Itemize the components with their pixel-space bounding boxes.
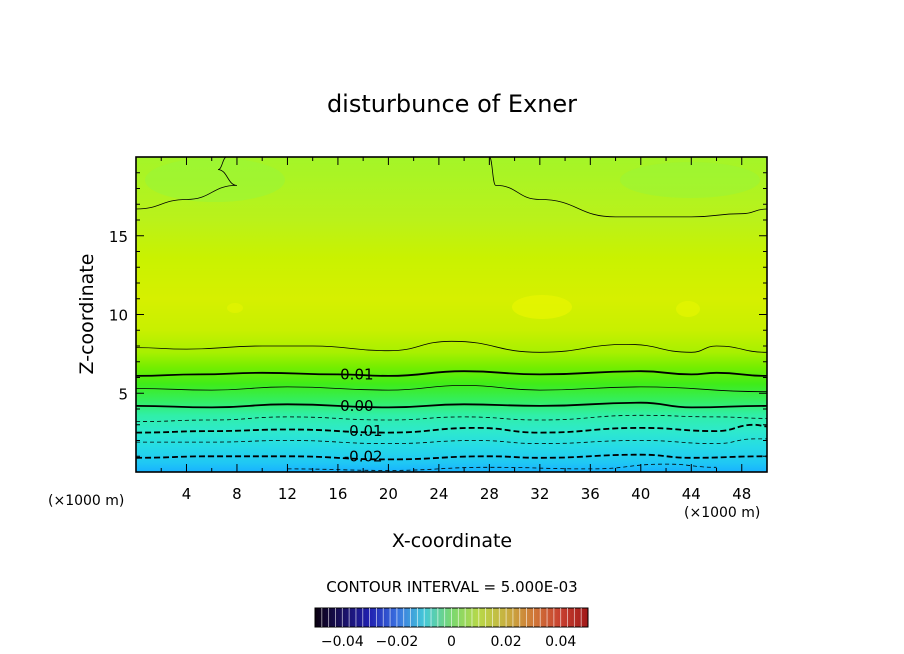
contour-labels: 0.01 0.00 -0.01 -0.02 (340, 365, 383, 465)
x-tick-label: 40 (631, 485, 650, 503)
contour-line (136, 423, 767, 434)
x-tick-label: 48 (732, 485, 751, 503)
x-tick-label: 36 (581, 485, 600, 503)
contour-label: 0.01 (340, 365, 373, 383)
contour-line (287, 463, 717, 471)
green-patch (620, 162, 760, 198)
contour-label: 0.00 (340, 397, 373, 415)
x-tick-label: 4 (182, 485, 192, 503)
colorbar-tick-label: 0.04 (545, 634, 576, 650)
yellow-spot (676, 301, 700, 317)
y-tick-label: 15 (109, 228, 128, 246)
x-tick-label: 20 (379, 485, 398, 503)
contour-line (136, 370, 767, 377)
x-tick-label: 12 (278, 485, 297, 503)
chart-title: disturbunce of Exner (327, 90, 577, 118)
contour-label: -0.01 (344, 422, 383, 440)
colorbar-tick-label: −0.02 (375, 634, 418, 650)
y-tick-label: 10 (109, 307, 128, 325)
y-tick-label: 5 (118, 385, 128, 403)
x-axis-label: X-coordinate (392, 530, 512, 552)
x-axis-ticks: 4 8 12 16 20 24 28 32 36 40 44 48 (160, 157, 751, 503)
x-unit-left: (×1000 m) (48, 493, 124, 509)
contour-line (136, 453, 767, 461)
x-tick-label: 8 (232, 485, 242, 503)
x-tick-label: 16 (328, 485, 347, 503)
colorbar-tick-label: 0 (447, 634, 456, 650)
plot-area (136, 157, 767, 472)
x-tick-label: 44 (682, 485, 701, 503)
y-axis-label: Z-coordinate (76, 254, 98, 375)
contour-line (136, 384, 767, 393)
contour-line (489, 157, 767, 218)
yellow-spot (227, 303, 243, 313)
colorbar-tick-label: −0.04 (321, 634, 364, 650)
green-patch (145, 158, 285, 202)
contour-lines (136, 157, 767, 471)
x-tick-label: 24 (429, 485, 448, 503)
contour-line (136, 340, 767, 353)
colorbar-ticks: −0.04 −0.02 0 0.02 0.04 (321, 634, 577, 650)
contour-line (136, 157, 238, 210)
colorbar-tick-label: 0.02 (491, 634, 522, 650)
x-tick-label: 32 (530, 485, 549, 503)
contour-line (136, 401, 767, 409)
contour-interval-text: CONTOUR INTERVAL = 5.000E-03 (326, 578, 577, 596)
y-axis-ticks: 5 10 15 (109, 172, 767, 457)
contour-line (136, 438, 767, 445)
x-tick-label: 28 (480, 485, 499, 503)
x-unit-right: (×1000 m) (684, 505, 760, 521)
contour-label: -0.02 (344, 447, 383, 465)
colorbar-stripes (321, 608, 582, 627)
yellow-spot (512, 295, 572, 319)
